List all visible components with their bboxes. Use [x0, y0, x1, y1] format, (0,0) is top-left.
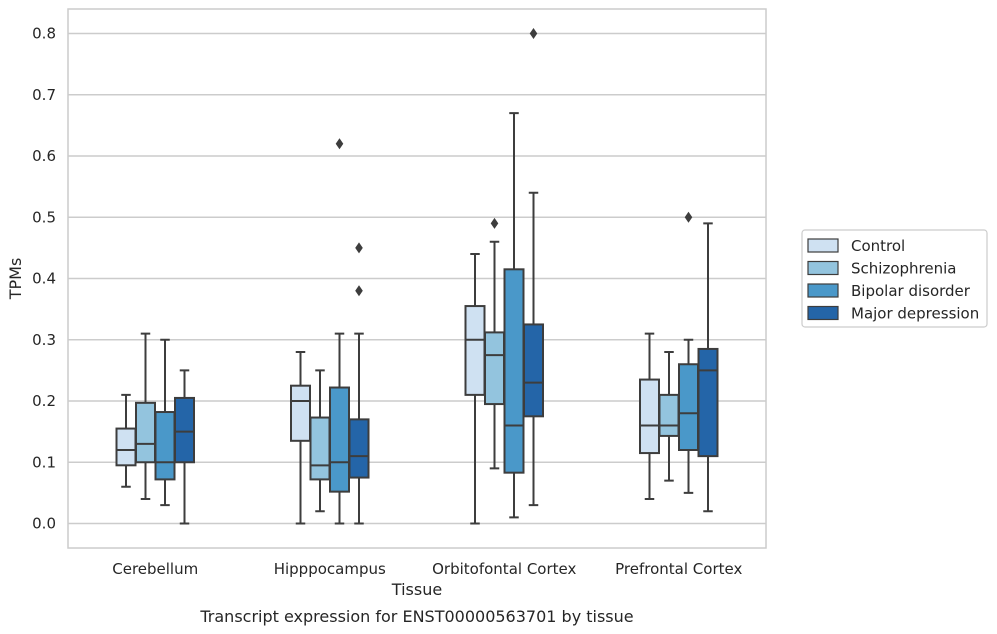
iqr-box — [348, 418, 370, 479]
legend-swatch — [807, 260, 839, 276]
outlier-point — [335, 138, 344, 150]
iqr-box — [290, 384, 311, 442]
legend-label: Bipolar disorder — [851, 282, 971, 300]
iqr-box — [135, 401, 156, 464]
box-schizophrenia — [135, 332, 156, 500]
box-major-depression — [348, 242, 370, 525]
iqr-box — [678, 363, 699, 451]
legend-frame — [801, 229, 988, 328]
y-axis-ticks: 0.0 0.1 0.2 0.3 0.4 0.5 0.6 0.7 0.8 — [32, 25, 56, 533]
iqr-box — [484, 331, 505, 406]
y-tick-label: 0.1 — [32, 453, 56, 471]
x-axis-label: Tissue — [391, 580, 442, 599]
x-tick-label: Cerebellum — [112, 560, 198, 578]
box-bipolar-disorder — [329, 138, 350, 525]
box-control — [115, 393, 137, 488]
y-tick-label: 0.8 — [32, 25, 56, 43]
box-control — [290, 351, 311, 525]
box-groups — [115, 28, 719, 525]
legend-label: Schizophrenia — [851, 260, 956, 278]
box-bipolar-disorder — [154, 338, 176, 507]
box-major-depression — [174, 369, 195, 525]
iqr-box — [658, 393, 680, 437]
iqr-box — [464, 305, 486, 396]
outlier-point — [355, 242, 363, 254]
outlier-point — [529, 28, 538, 39]
iqr-box — [639, 378, 660, 455]
legend-swatch — [807, 283, 839, 298]
legend-label: Control — [851, 237, 905, 255]
y-tick-label: 0.2 — [32, 392, 56, 410]
legend-label: Major depression — [851, 305, 979, 323]
box-control — [639, 332, 660, 500]
iqr-box — [503, 268, 525, 474]
y-tick-label: 0.7 — [32, 86, 56, 104]
iqr-box — [115, 427, 137, 467]
legend-swatch — [807, 305, 839, 321]
y-tick-label: 0.3 — [32, 331, 56, 349]
iqr-box — [309, 416, 331, 481]
x-axis-ticks: Cerebellum Hipppocampus Orbitofontal Corte… — [112, 560, 742, 578]
y-tick-label: 0.5 — [32, 208, 56, 226]
y-tick-label: 0.6 — [32, 147, 56, 165]
outlier-point — [684, 211, 693, 223]
iqr-box — [329, 386, 350, 493]
plot-area-frame — [67, 8, 767, 549]
iqr-box — [174, 396, 195, 464]
x-tick-label: Orbitofontal Cortex — [432, 560, 576, 578]
outlier-point — [355, 285, 363, 297]
iqr-box — [523, 323, 544, 418]
x-tick-label: Hipppocampus — [274, 560, 386, 578]
box-major-depression — [697, 222, 719, 513]
iqr-box — [697, 347, 719, 458]
x-tick-label: Prefrontal Cortex — [615, 560, 742, 578]
legend-swatch — [807, 238, 839, 253]
legend: Control Schizophrenia Bipolar disorder Majo… — [801, 229, 988, 328]
chart-caption: Transcript expression for ENST0000056370… — [199, 607, 633, 626]
box-schizophrenia — [484, 217, 505, 470]
y-tick-label: 0.4 — [32, 270, 56, 288]
y-axis-label: TPMs — [6, 258, 25, 301]
box-control — [464, 253, 486, 525]
outlier-point — [490, 217, 499, 229]
y-tick-label: 0.0 — [32, 515, 56, 533]
box-major-depression — [523, 28, 544, 507]
iqr-box — [154, 411, 176, 481]
